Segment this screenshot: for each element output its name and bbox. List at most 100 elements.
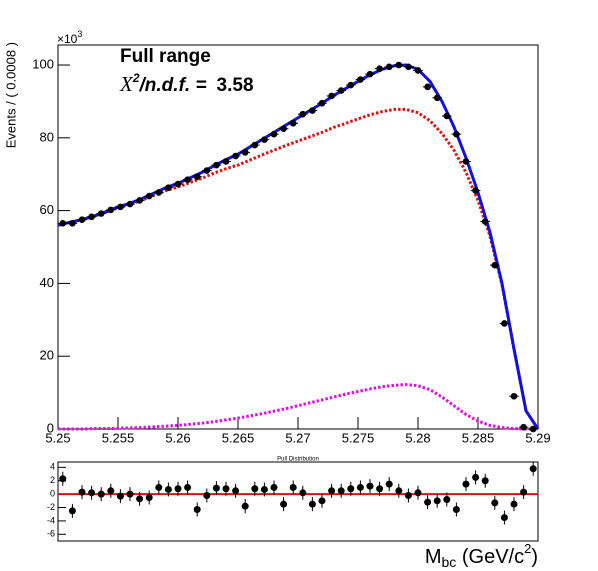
- data-point: [443, 112, 451, 120]
- data-point: [376, 65, 383, 72]
- data-point: [193, 173, 201, 181]
- pull-point: [299, 489, 307, 497]
- pull-y-tick-label: -2: [47, 502, 55, 512]
- pull-point: [481, 477, 489, 485]
- data-point: [424, 83, 431, 91]
- pull-point: [443, 495, 451, 503]
- pull-point: [222, 485, 230, 493]
- y-tick-label: 40: [40, 275, 54, 290]
- data-point: [337, 87, 345, 94]
- pull-point: [97, 490, 105, 498]
- chi2-rest: /n.d.f. =: [139, 75, 207, 96]
- data-point: [241, 149, 249, 156]
- data-point: [203, 167, 211, 174]
- x-tick-label: 5.255: [102, 430, 135, 445]
- pull-point: [251, 485, 259, 493]
- pull-y-tick-label: -6: [47, 529, 55, 539]
- pull-point: [472, 473, 480, 481]
- y-tick-label: 80: [40, 129, 54, 144]
- pull-y-tick-label: 0: [50, 489, 55, 499]
- x-label-unit: (GeV/c: [456, 546, 524, 568]
- chi2-sup: 2: [132, 71, 140, 85]
- data-point: [433, 94, 441, 102]
- dotted-curve: [58, 383, 538, 431]
- x-tick-label: 5.265: [222, 430, 255, 445]
- pull-point: [280, 500, 288, 508]
- pull-point: [68, 507, 76, 515]
- pull-point: [136, 495, 144, 503]
- x-axis-label: Mbc (GeV/c2): [425, 541, 538, 569]
- pull-point: [174, 485, 182, 493]
- pull-y-tick-label: 4: [50, 462, 55, 472]
- pull-point: [260, 485, 268, 493]
- pull-point: [164, 485, 172, 493]
- data-point: [414, 67, 422, 74]
- pull-point: [184, 483, 192, 491]
- y-axis-label: Events / ( 0.0008 ): [3, 42, 18, 148]
- pull-point: [510, 500, 518, 508]
- data-point: [510, 392, 518, 400]
- pull-y-tick-label: 2: [50, 475, 55, 485]
- data-point: [405, 63, 412, 71]
- x-tick-label: 5.29: [525, 430, 550, 445]
- pull-point: [59, 475, 67, 483]
- x-tick-label: 5.275: [342, 430, 375, 445]
- pull-point: [520, 488, 528, 496]
- data-point: [117, 203, 124, 211]
- data-point: [222, 158, 230, 165]
- x-label-sup: 2: [524, 541, 531, 556]
- chi2-symbol: X: [119, 72, 134, 96]
- pull-point: [289, 483, 297, 491]
- pull-point: [126, 490, 134, 498]
- pull-point: [232, 487, 240, 495]
- data-point: [501, 320, 508, 327]
- y-tick-label: 0: [47, 420, 54, 435]
- data-point: [289, 119, 297, 127]
- x-tick-label: 5.285: [462, 430, 495, 445]
- pull-point: [337, 487, 345, 495]
- data-point: [155, 189, 163, 196]
- pull-point: [328, 487, 336, 495]
- pull-point: [424, 498, 432, 506]
- x-tick-label: 5.28: [405, 430, 430, 445]
- pull-point: [308, 500, 316, 508]
- x-label-main: M: [425, 546, 442, 568]
- pull-point: [385, 480, 393, 488]
- pull-y-tick-label: -4: [47, 515, 55, 525]
- pull-point: [529, 465, 537, 473]
- x-label-end: ): [531, 546, 538, 568]
- pull-point: [395, 487, 403, 495]
- pull-point: [270, 483, 278, 491]
- pull-point: [212, 484, 220, 492]
- pull-point: [145, 493, 153, 501]
- chi2-label: X2/n.d.f. = 3.58: [119, 71, 254, 96]
- data-point: [136, 197, 143, 204]
- data-point: [299, 110, 307, 118]
- data-point: [69, 220, 76, 227]
- data-point: [529, 425, 537, 433]
- x-label-sub: bc: [442, 554, 457, 570]
- pull-point: [414, 489, 422, 497]
- pull-point: [155, 483, 163, 491]
- data-point: [88, 213, 95, 221]
- plot-frame: [57, 44, 539, 430]
- pull-point: [116, 492, 124, 500]
- data-point: [280, 125, 287, 133]
- pull-point: [404, 491, 412, 499]
- x-tick-label: 5.25: [45, 430, 70, 445]
- y-scale-power: 3: [77, 29, 82, 39]
- data-point: [309, 107, 316, 114]
- data-point: [78, 216, 86, 224]
- pull-point: [452, 506, 460, 514]
- data-point: [232, 152, 239, 160]
- data-point: [347, 81, 355, 89]
- pull-point: [318, 497, 326, 505]
- pull-point: [366, 482, 374, 490]
- data-point: [59, 220, 67, 227]
- pull-point: [356, 483, 364, 491]
- data-point: [385, 63, 393, 71]
- data-point: [453, 130, 460, 138]
- data-point: [251, 141, 259, 149]
- data-point: [174, 180, 182, 188]
